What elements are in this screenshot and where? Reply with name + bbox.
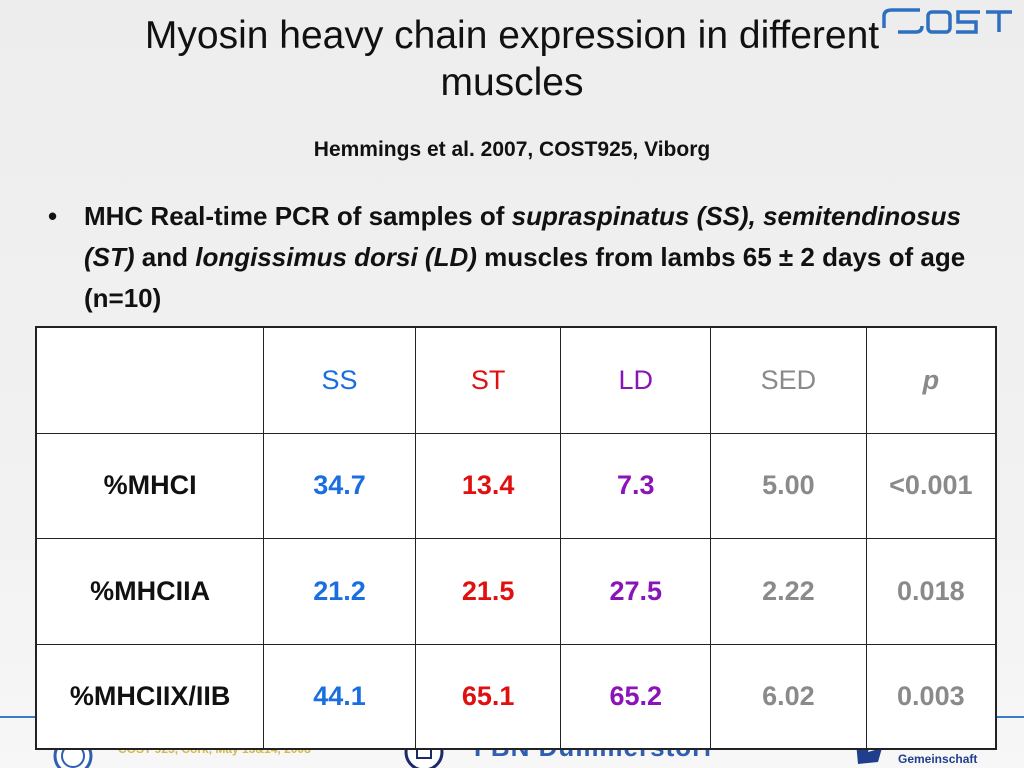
bullet-point: • MHC Real-time PCR of samples of supras… (48, 196, 988, 319)
title-line-2: muscles (440, 61, 584, 104)
table-row: %MHCIIA 21.2 21.5 27.5 2.22 0.018 (35, 537, 997, 645)
mhc-expression-table: SS ST LD SED p %MHCI 34.7 13.4 7.3 5.00 … (35, 326, 997, 750)
header-cell-empty (35, 326, 265, 434)
header-cell-ld: LD (560, 326, 712, 434)
cell-sed: 6.02 (710, 643, 867, 750)
cell-ss: 44.1 (263, 643, 416, 750)
cell-st: 13.4 (414, 432, 562, 539)
cell-ss: 21.2 (263, 537, 416, 645)
page-title: Myosin heavy chain expression in differe… (40, 12, 984, 106)
row-label: %MHCIIX/IIB (35, 643, 265, 750)
bullet-text-part5: muscles from lambs 65 ± 2 days of age (n… (84, 242, 966, 313)
cell-ss: 34.7 (263, 432, 416, 539)
citation-subtitle: Hemmings et al. 2007, COST925, Viborg (313, 138, 711, 161)
header-cell-st: ST (414, 326, 562, 434)
bullet-text-muscles-2: longissimus dorsi (LD) (195, 242, 477, 272)
header-cell-ss: SS (263, 326, 416, 434)
cell-p: 0.003 (865, 643, 997, 750)
bullet-text-muscles-1: supraspinatus (SS), semitendinosus (ST) (84, 201, 961, 272)
table-row: %MHCI 34.7 13.4 7.3 5.00 <0.001 (35, 432, 997, 539)
table-row: %MHCIIX/IIB 44.1 65.1 65.2 6.02 0.003 (35, 643, 997, 750)
cost-logo (882, 8, 1012, 34)
title-line-1: Myosin heavy chain expression in differe… (144, 14, 880, 57)
header-cell-p: p (865, 326, 997, 434)
row-label: %MHCIIA (35, 537, 265, 645)
cell-p: <0.001 (865, 432, 997, 539)
cell-ld: 27.5 (560, 537, 712, 645)
bullet-marker: • (48, 201, 58, 231)
cell-st: 65.1 (414, 643, 562, 750)
bullet-text-part1: MHC Real-time PCR of samples of (84, 201, 512, 231)
cell-sed: 5.00 (710, 432, 867, 539)
cell-p: 0.018 (865, 537, 997, 645)
bullet-text: MHC Real-time PCR of samples of supraspi… (84, 196, 988, 319)
cell-sed: 2.22 (710, 537, 867, 645)
bullet-text-part3: and (134, 242, 196, 272)
partner-line-2: Gemeinschaft (898, 752, 978, 766)
cell-ld: 65.2 (560, 643, 712, 750)
header-cell-sed: SED (710, 326, 867, 434)
cell-st: 21.5 (414, 537, 562, 645)
table-header-row: SS ST LD SED p (35, 326, 997, 434)
row-label: %MHCI (35, 432, 265, 539)
cell-ld: 7.3 (560, 432, 712, 539)
